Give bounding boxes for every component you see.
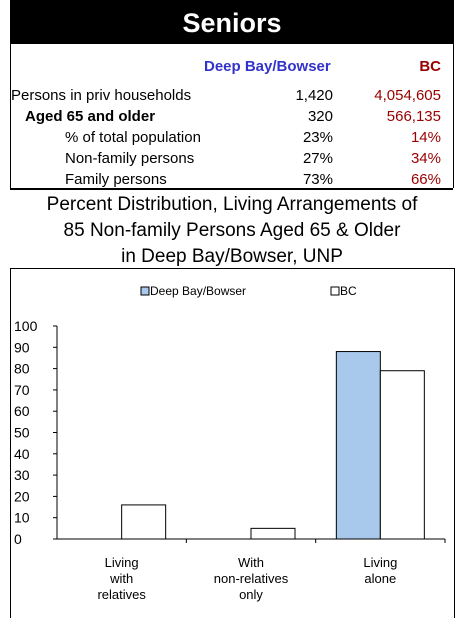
stats-row-label: Aged 65 and older [25, 108, 156, 125]
x-category-label: only [239, 587, 263, 602]
stats-row-label: % of total population [65, 129, 201, 146]
stats-row-local-value: 23% [302, 129, 333, 146]
y-tick-label: 0 [14, 531, 22, 547]
x-category-label: With [238, 555, 264, 570]
bar-bc [121, 504, 167, 540]
legend-label: BC [340, 284, 357, 298]
column-header-local: Deep Bay/Bowser [204, 58, 331, 75]
seniors-panel: Seniors Deep Bay/Bowser BC Persons in pr… [10, 0, 455, 618]
y-tick-label: 50 [14, 425, 30, 441]
chart-title: Percent Distribution, Living Arrangement… [10, 192, 454, 270]
legend-label: Deep Bay/Bowser [150, 284, 246, 298]
y-tick-label: 20 [14, 488, 30, 504]
stats-row-label: Persons in priv households [11, 87, 192, 104]
x-category-label: alone [364, 571, 396, 586]
stats-row-label: Non-family persons [65, 150, 195, 167]
chart-title-line: Percent Distribution, Living Arrangement… [46, 194, 418, 215]
bar-local [335, 351, 381, 540]
stats-row-local-value: 73% [302, 171, 333, 188]
y-tick-label: 70 [14, 382, 30, 398]
stats-row-local-value: 27% [302, 150, 333, 167]
chart-title-line: in Deep Bay/Bowser, UNP [121, 246, 343, 267]
y-tick-label: 10 [14, 510, 30, 526]
stats-row-bc-value: 34% [410, 150, 441, 167]
y-tick-label: 80 [14, 361, 30, 377]
y-tick-label: 40 [14, 446, 30, 462]
x-category-label: non-relatives [214, 571, 289, 586]
y-tick-label: 90 [14, 339, 30, 355]
page-title: Seniors [10, 0, 454, 44]
x-category-label: relatives [97, 587, 146, 602]
stats-table: Deep Bay/Bowser BC Persons in priv house… [10, 44, 454, 188]
x-category-label: Living [105, 555, 139, 570]
y-tick-label: 30 [14, 467, 30, 483]
bar-bc [250, 527, 296, 540]
y-tick-label: 60 [14, 403, 30, 419]
stats-row-local-value: 1,420 [295, 87, 333, 104]
stats-row-bc-value: 566,135 [386, 108, 441, 125]
chart-title-line: 85 Non-family Persons Aged 65 & Older [63, 220, 401, 241]
stats-row-label: Family persons [65, 171, 167, 188]
column-header-bc: BC [419, 58, 441, 75]
chart-panel: Deep Bay/Bowser BC 0 10 20 30 40 50 60 70 80 90 100 L… [10, 268, 455, 618]
x-category-label: with [109, 571, 133, 586]
bar-bc [379, 370, 425, 540]
stats-row-local-value: 320 [307, 108, 333, 125]
section-divider [10, 188, 453, 190]
x-category-label: Living [363, 555, 397, 570]
legend-swatch [330, 286, 340, 296]
stats-row-bc-value: 66% [410, 171, 441, 188]
bar-chart: Deep Bay/Bowser BC 0 10 20 30 40 50 60 70 80 90 100 L… [14, 284, 446, 602]
legend-swatch [140, 286, 150, 296]
stats-row-bc-value: 14% [410, 129, 441, 146]
y-tick-label: 100 [14, 318, 38, 334]
stats-row-bc-value: 4,054,605 [374, 87, 441, 104]
